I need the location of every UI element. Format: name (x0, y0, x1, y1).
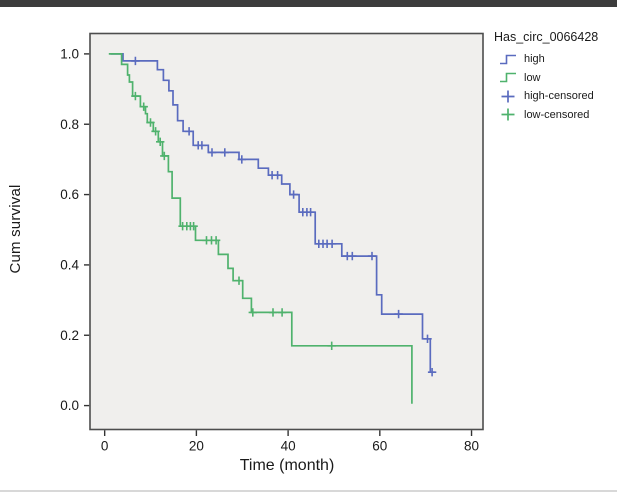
x-tick-label: 80 (464, 439, 479, 454)
y-tick-label: 0.6 (60, 187, 79, 202)
x-tick-label: 60 (372, 439, 387, 454)
y-tick-label: 0.2 (60, 328, 79, 343)
high-curve (110, 53, 435, 374)
plot-area (89, 32, 484, 431)
low-censored-plus-icon (498, 108, 518, 121)
legend: Has_circ_0066428 high low high-censored … (492, 30, 616, 124)
y-tick-label: 1.0 (60, 46, 79, 61)
y-tick-label: 0.4 (60, 258, 79, 273)
high-censor-marks (131, 56, 437, 377)
x-axis-title: Time (month) (239, 457, 335, 474)
bottom-hairline (0, 490, 617, 492)
x-tick-label: 0 (101, 439, 109, 454)
legend-item-low-censored: low-censored (492, 106, 616, 125)
high-censored-plus-icon (498, 90, 518, 103)
legend-item-label: low (524, 71, 541, 84)
low-step-line-icon (498, 71, 518, 84)
low-censor-marks (131, 91, 336, 350)
top-border-bar (0, 0, 617, 7)
high-step-line-icon (498, 53, 518, 66)
legend-item-high-censored: high-censored (492, 87, 616, 106)
legend-item-label: high-censored (524, 90, 594, 103)
y-tick-label: 0.8 (60, 117, 79, 132)
legend-item-low: low (492, 69, 616, 88)
legend-item-label: high (524, 53, 545, 66)
legend-title: Has_circ_0066428 (494, 30, 599, 44)
y-axis-title: Cum survival (7, 184, 24, 274)
y-tick-label: 0.0 (60, 398, 79, 413)
legend-item-high: high (492, 50, 616, 69)
x-tick-label: 40 (281, 439, 296, 454)
legend-item-label: low-censored (524, 108, 590, 121)
x-tick-label: 20 (189, 439, 204, 454)
